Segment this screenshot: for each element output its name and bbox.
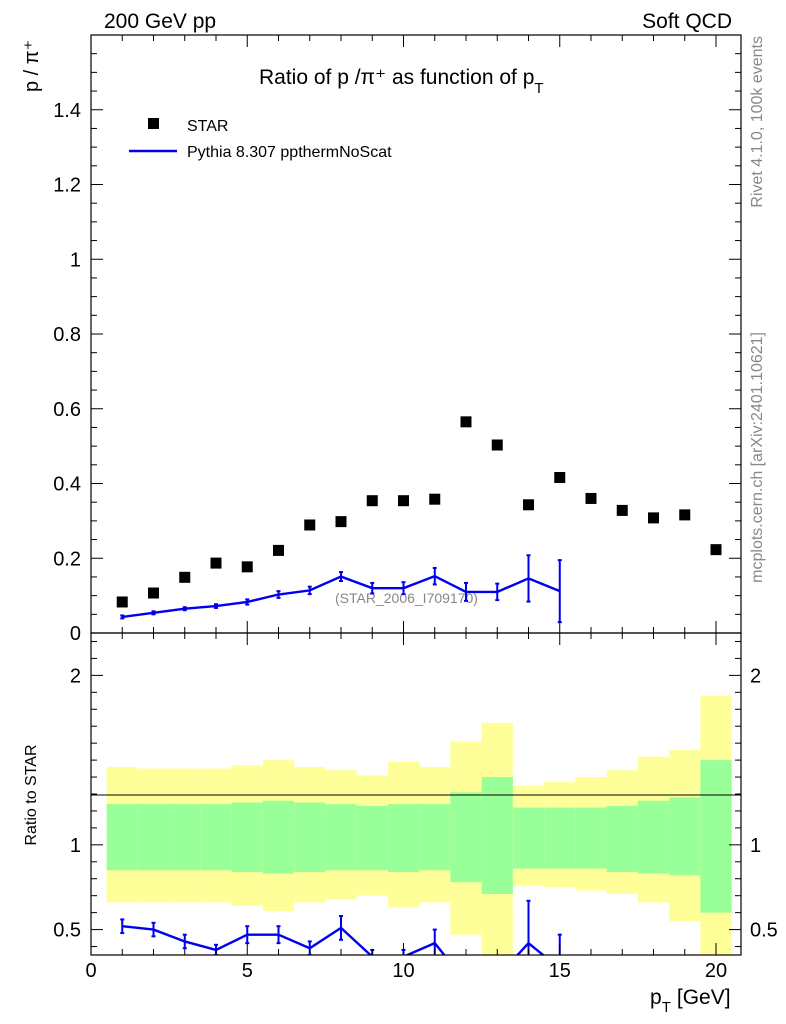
y-tick-label: 0 [70,623,81,645]
side-label-rivet: Rivet 4.1.0, 100k events [749,36,766,208]
ratio-band-green [575,807,607,869]
star-data-point [116,596,128,608]
star-data-point [648,512,659,524]
ratio-band-green [669,797,701,876]
star-data-point [304,519,316,531]
star-data-point [679,509,691,521]
ratio-band-green [700,760,732,913]
ratio-band-green [231,802,263,872]
ratio-plot-frame [90,632,742,956]
star-data-point [273,544,284,556]
ratio-band-green [356,805,388,871]
ratio-band-green [262,800,295,874]
ratio-band-green [450,792,482,883]
x-tick-label: 20 [705,960,727,982]
ratio-band-green [481,777,513,894]
legend-label-star: STAR [187,118,228,135]
x-tick-label: 5 [242,960,253,982]
star-data-point [460,416,472,428]
star-data-point [429,493,441,505]
x-tick-label: 10 [392,960,414,982]
ratio-band-green [294,802,326,872]
star-data-point [585,492,597,504]
y-tick-label: 0.2 [53,548,81,570]
star-data-point [335,516,347,528]
ratio-band-green [637,800,670,874]
legend-marker-star [148,118,159,129]
star-series [116,416,722,608]
ratio-band-green [137,804,170,871]
star-data-point [179,571,191,583]
star-data-point [554,472,566,484]
x-tick-label: 0 [85,960,96,982]
star-data-point [616,504,628,516]
header-right: Soft QCD [642,10,732,33]
ratio-band-green [387,804,420,872]
svg-text:p / π⁺: p / π⁺ [21,40,43,92]
y-tick-label: 1 [70,249,81,271]
ratio-band-green [169,804,201,871]
ratio-band-green [419,804,451,871]
ratio-tick-label-left: 2 [70,665,81,687]
star-data-point [241,561,253,573]
y-tick-label: 0.4 [53,474,81,496]
ratio-band-green [606,805,638,872]
star-data-point [210,557,222,569]
y-tick-label: 0.6 [53,399,81,421]
legend-label-pythia: Pythia 8.307 ppthermNoScat [187,144,392,161]
side-label-mcplots: mcplots.cern.ch [arXiv:2401.10621] [749,332,766,583]
y-tick-label: 1.2 [53,175,81,197]
y-axis-label: p / π⁺ [21,40,43,92]
star-data-point [366,495,378,507]
chart-title: Ratio of p /π⁺ as function of pT [259,66,544,97]
x-axis-label: pT [GeV] [650,986,731,1016]
ratio-band-green [106,804,138,871]
axes: 0 5 10 15 20 0 0.2 0.4 0.6 0.8 1 1.2 1.4 0.5 0.5 1 1 2 2 [53,34,778,982]
ratio-band-green [512,807,545,869]
star-data-point [398,495,409,507]
ratio-band-green [325,804,357,871]
star-data-point [491,439,503,451]
x-tick-label: 15 [549,960,571,982]
y-tick-label: 0.8 [53,324,81,346]
pythia-series [120,554,562,624]
ratio-tick-label-left: 0.5 [53,920,81,942]
ratio-uncertainty-bands [106,695,732,955]
ratio-tick-label-right: 1 [750,835,761,857]
svg-text:pT[GeV]: pT [GeV] [650,986,731,1016]
y-tick-label: 1.4 [53,100,81,122]
star-data-point [148,587,159,599]
ratio-tick-label-right: 0.5 [750,920,778,942]
ratio-band-green [544,807,576,869]
svg-text:Ratio of p /π⁺ as function of: Ratio of p /π⁺ as function of pT [259,66,544,97]
ratio-tick-label-right: 2 [750,665,761,687]
analysis-watermark: (STAR_2006_I709170) [335,590,478,606]
header-left: 200 GeV pp [104,10,216,33]
star-data-point [523,499,534,511]
ratio-tick-label-left: 1 [70,835,81,857]
star-data-point [710,544,722,556]
ratio-y-axis-label: Ratio to STAR [23,744,40,845]
ratio-band-green [200,804,232,871]
